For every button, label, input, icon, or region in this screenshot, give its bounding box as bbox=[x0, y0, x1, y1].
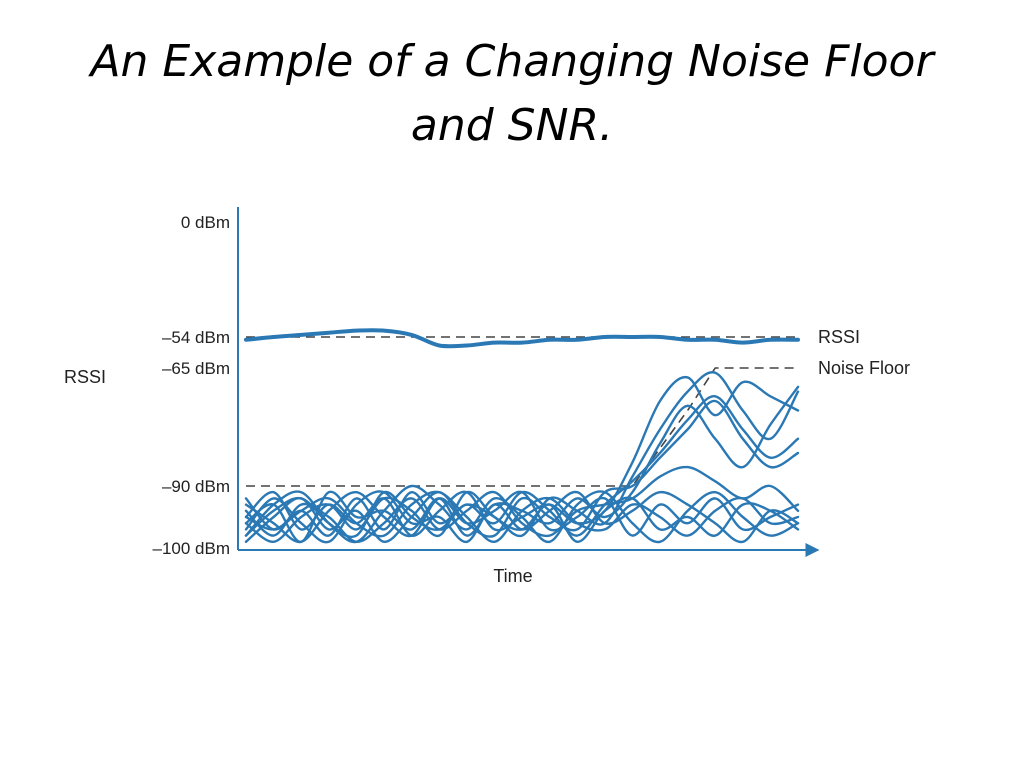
y-axis-label: RSSI bbox=[64, 367, 106, 387]
noise-line-2 bbox=[244, 484, 800, 544]
legend-label-noise-floor: Noise Floor bbox=[818, 358, 910, 378]
noise-line-8 bbox=[244, 375, 800, 537]
y-tick-label: –54 dBm bbox=[162, 328, 230, 347]
slide-title-line-2: and SNR. bbox=[410, 100, 614, 151]
series-layer bbox=[244, 328, 800, 544]
legend: RSSI Noise Floor bbox=[818, 327, 910, 378]
y-tick-label: 0 dBm bbox=[181, 213, 230, 232]
noise-line-5 bbox=[244, 490, 800, 544]
y-tick-labels: 0 dBm –54 dBm –65 dBm –90 dBm –100 dBm bbox=[153, 213, 231, 558]
noise-line-7 bbox=[244, 399, 800, 543]
noise-line-9 bbox=[244, 371, 800, 538]
slide-title-line-1: An Example of a Changing Noise Floor bbox=[90, 36, 934, 87]
noise-floor-reference-line bbox=[246, 367, 798, 487]
y-tick-label: –100 dBm bbox=[153, 539, 231, 558]
y-tick-label: –65 dBm bbox=[162, 359, 230, 378]
noise-line-10 bbox=[244, 385, 800, 543]
rssi-signal-line bbox=[244, 328, 800, 349]
axes-layer bbox=[237, 207, 820, 557]
noise-line-11 bbox=[244, 395, 800, 539]
slide-title: An Example of a Changing Noise Floor and… bbox=[40, 30, 984, 158]
legend-label-rssi: RSSI bbox=[818, 327, 860, 347]
x-axis-label: Time bbox=[493, 566, 532, 586]
y-tick-label: –90 dBm bbox=[162, 477, 230, 496]
